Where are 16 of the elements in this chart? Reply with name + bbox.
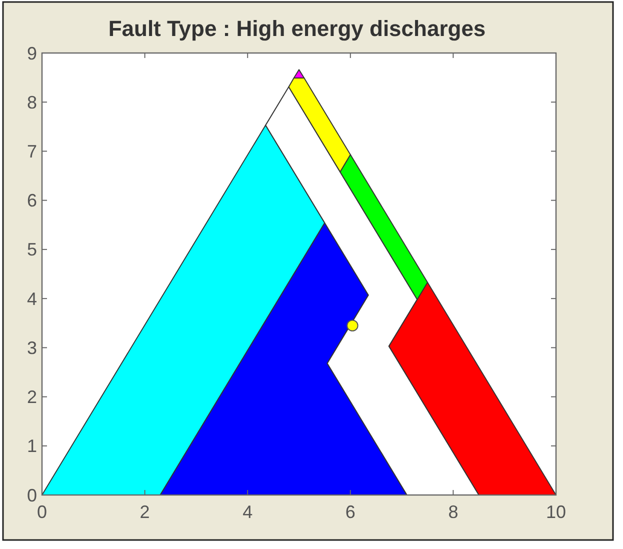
y-tick-label: 4 [26,288,37,309]
y-tick-label: 0 [26,485,37,506]
chart-title: Fault Type : High energy discharges [108,16,486,41]
x-tick-label: 10 [546,502,566,522]
y-tick-label: 7 [26,142,37,162]
y-tick-label: 3 [26,338,37,358]
y-tick-label: 5 [26,240,37,260]
y-tick-label: 2 [26,387,37,408]
x-tick-label: 2 [140,502,150,522]
y-tick-label: 8 [26,92,37,112]
y-tick-label: 6 [26,190,37,211]
y-tick-label: 1 [26,436,37,456]
x-tick-label: 4 [242,502,253,522]
x-tick-label: 6 [345,502,356,522]
x-tick-label: 8 [448,502,458,522]
y-tick-label: 9 [26,43,37,64]
